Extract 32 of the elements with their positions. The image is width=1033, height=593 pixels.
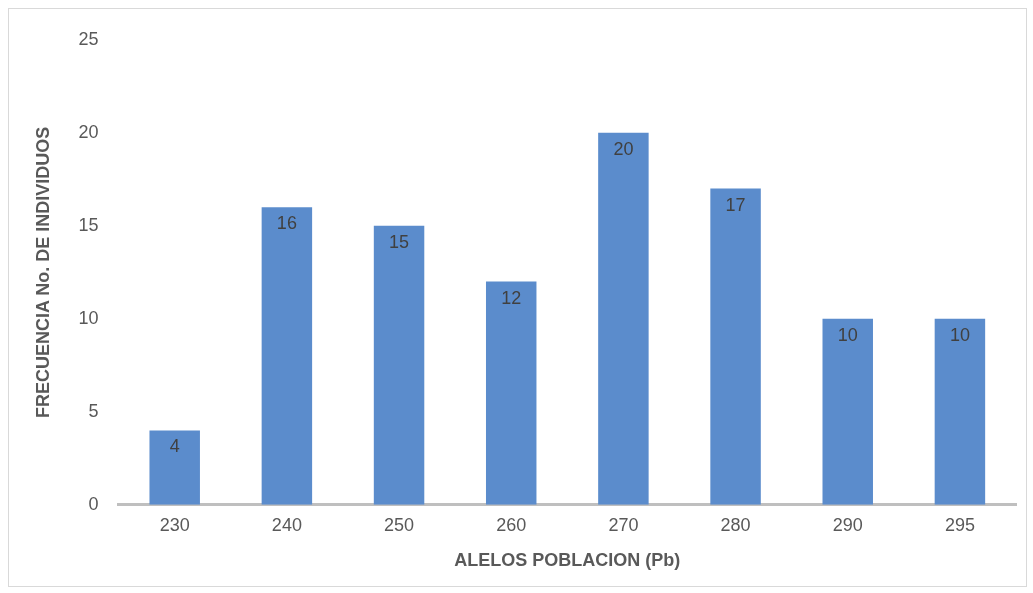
y-axis-title: FRECUENCIA No. DE INDIVIDUOS xyxy=(32,126,53,418)
data-label: 15 xyxy=(389,231,410,252)
x-axis-title: ALELOS POBLACION (Pb) xyxy=(454,550,681,571)
x-tick-label: 240 xyxy=(271,514,302,535)
bar xyxy=(822,318,873,505)
x-tick-label: 280 xyxy=(720,514,751,535)
data-label: 10 xyxy=(949,324,970,345)
y-tick-label: 15 xyxy=(78,214,99,235)
data-label: 16 xyxy=(276,213,297,234)
bar xyxy=(485,281,537,505)
x-tick-label: 260 xyxy=(496,514,527,535)
y-tick-label: 25 xyxy=(78,28,99,49)
x-tick-label: 295 xyxy=(944,514,975,535)
bar xyxy=(598,132,649,505)
data-label: 17 xyxy=(725,194,746,215)
bar xyxy=(710,188,761,505)
y-tick-label: 0 xyxy=(88,493,99,514)
x-tick-label: 270 xyxy=(608,514,639,535)
data-label: 12 xyxy=(501,287,522,308)
data-label: 4 xyxy=(169,436,180,457)
bar xyxy=(934,318,986,505)
bar xyxy=(373,225,425,505)
x-tick-label: 230 xyxy=(159,514,190,535)
x-tick-label: 290 xyxy=(832,514,863,535)
y-tick-label: 5 xyxy=(88,400,99,421)
y-tick-label: 20 xyxy=(78,121,99,142)
bar xyxy=(261,207,313,505)
x-tick-label: 250 xyxy=(384,514,415,535)
data-label: 10 xyxy=(837,324,858,345)
bar xyxy=(149,430,200,505)
data-label: 20 xyxy=(613,138,634,159)
y-tick-label: 10 xyxy=(78,307,99,328)
